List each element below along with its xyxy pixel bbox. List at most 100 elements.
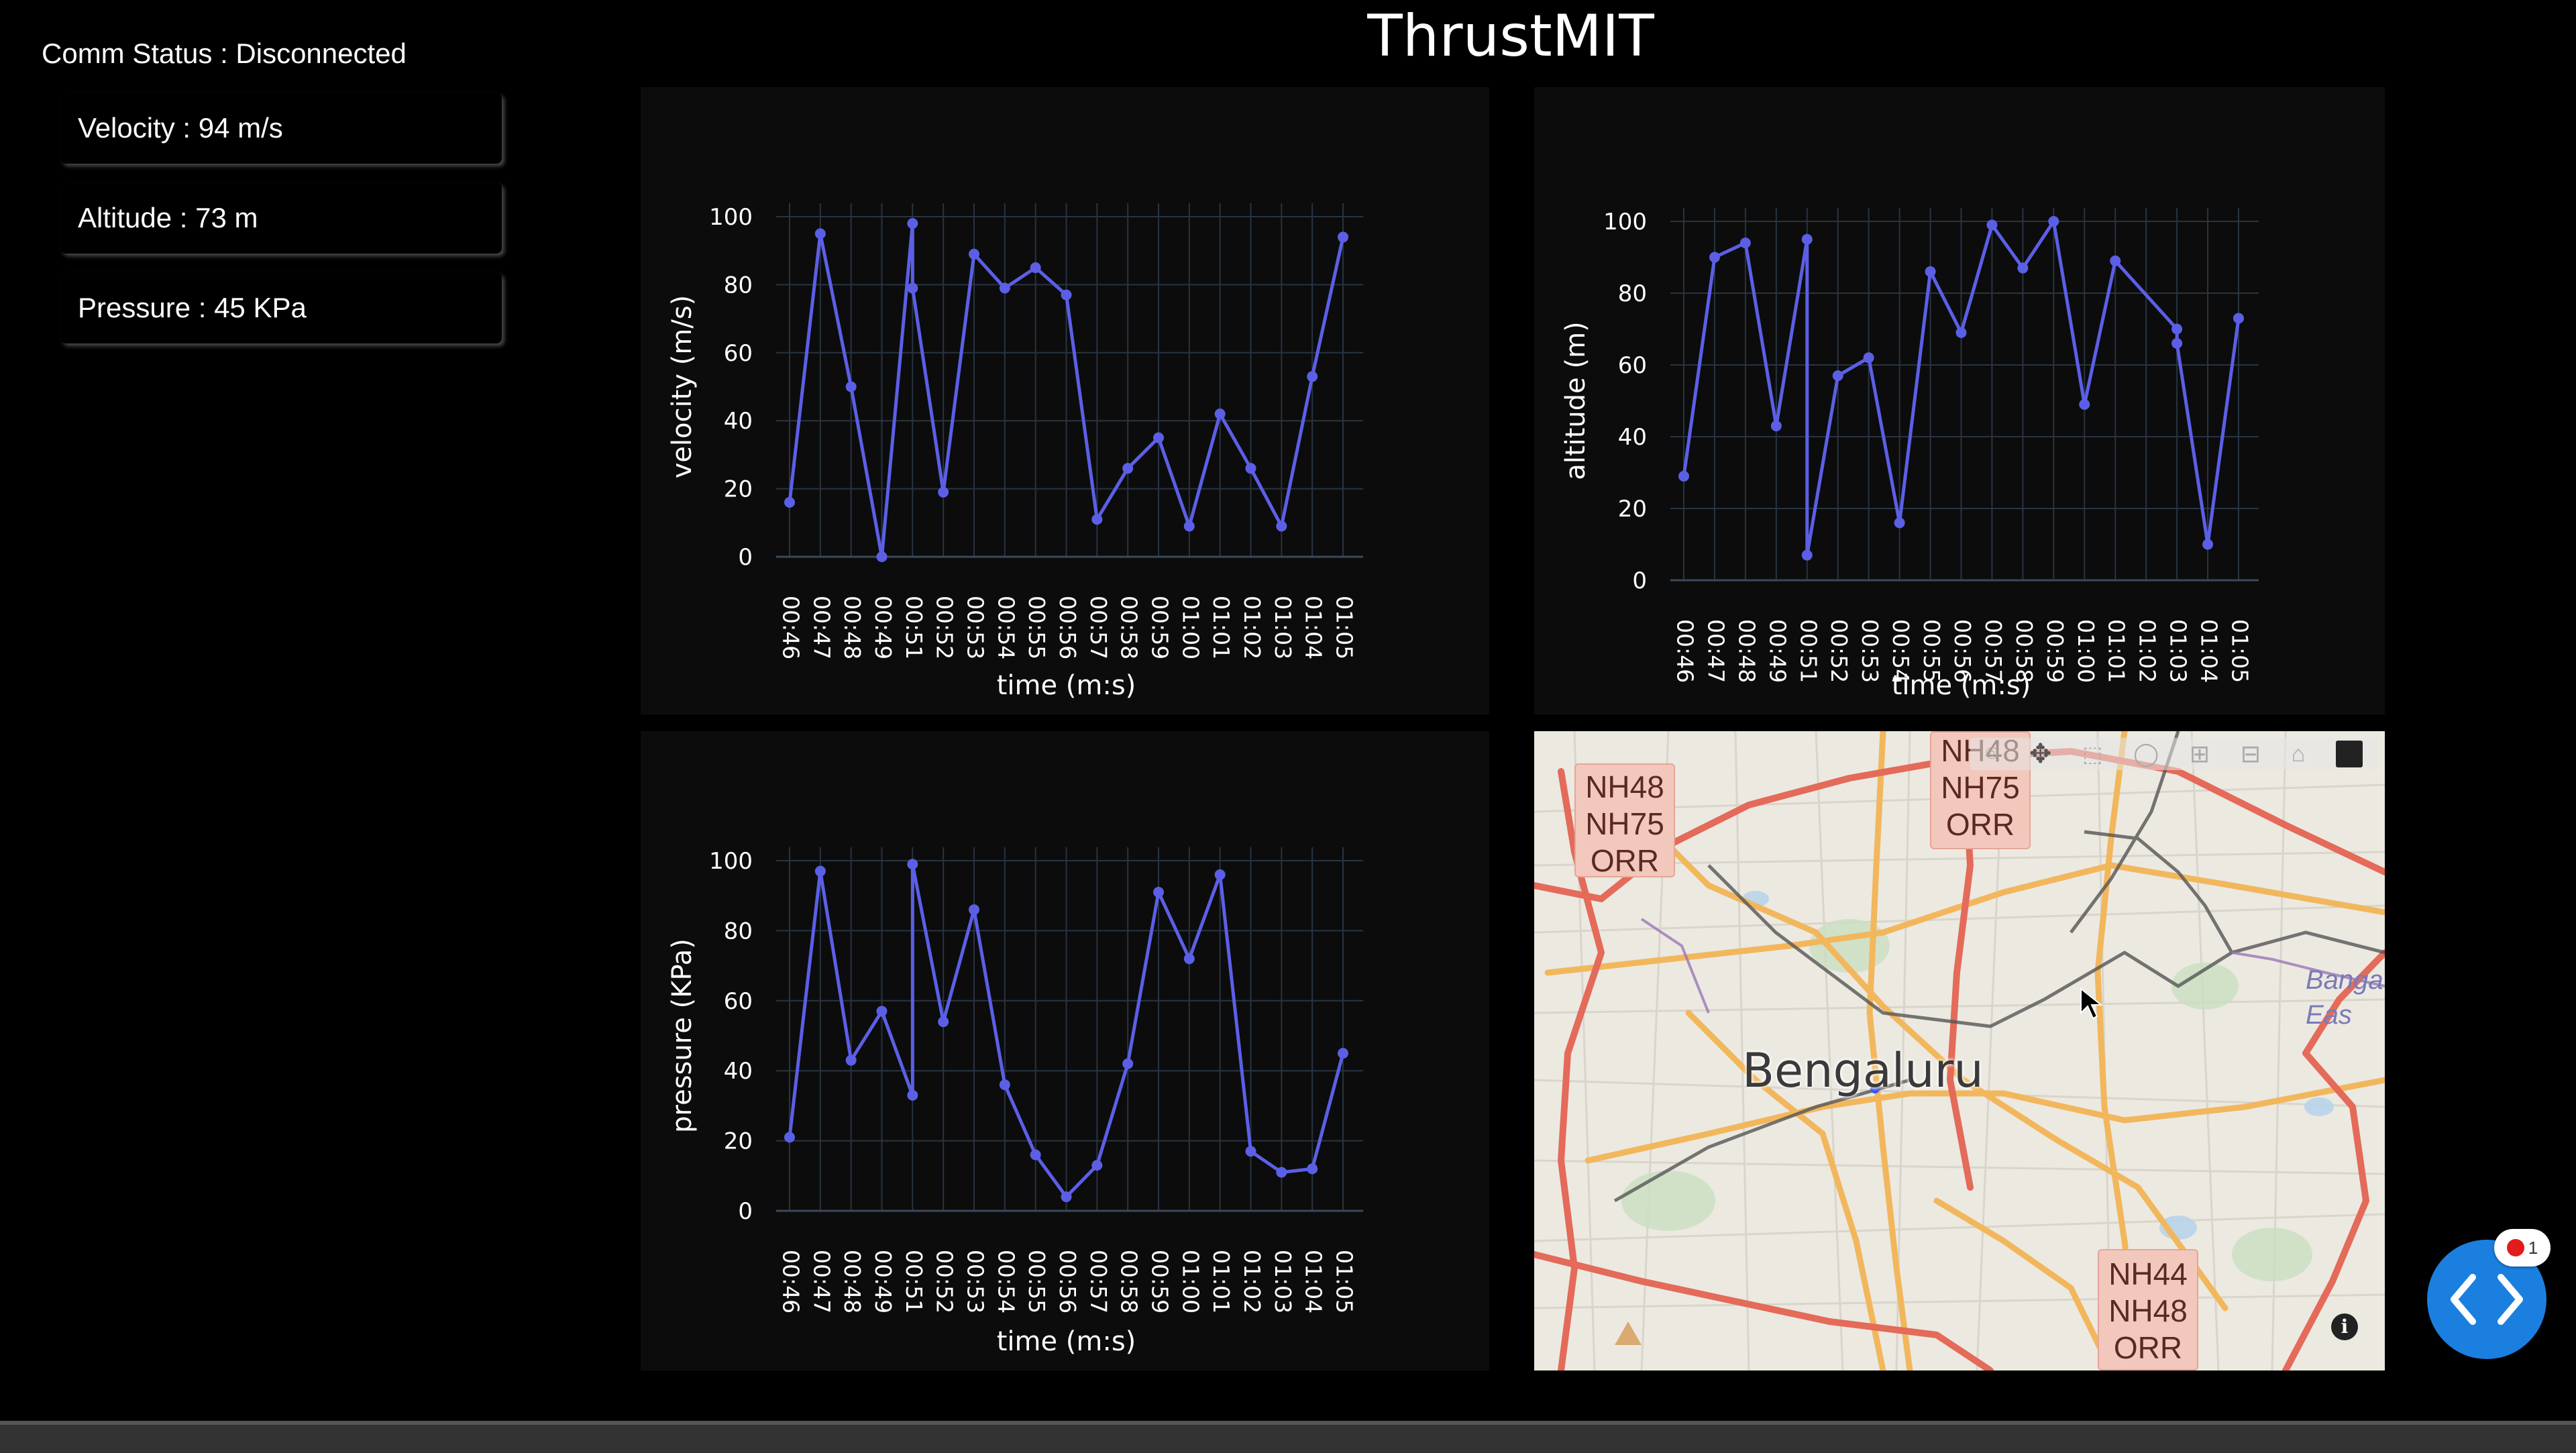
altitude-chart-panel: 0 20 40 60 80 100 00:46 00:47 00:48 00:49 00:51 00:… — [1534, 87, 2385, 714]
box-select-icon[interactable]: ⬚ — [2082, 742, 2103, 766]
y-axis-label: pressure (KPa) — [667, 938, 698, 1133]
data-point — [876, 1006, 888, 1017]
data-point — [814, 865, 826, 877]
y-tick-label: 0 — [738, 544, 753, 571]
x-tick-label: 00:47 — [808, 596, 835, 659]
y-tick-label: 20 — [1618, 496, 1647, 523]
x-tick-label: 00:53 — [963, 596, 989, 659]
y-tick-label: 0 — [738, 1198, 753, 1225]
velocity-chart-panel: 0 20 40 60 80 100 00:46 00:47 00:48 00:49 00:51 00:… — [641, 87, 1489, 714]
data-point — [1245, 463, 1256, 474]
data-point — [2110, 255, 2121, 266]
info-icon[interactable]: i — [2331, 1313, 2358, 1340]
x-tick-label: 00:56 — [1055, 596, 1081, 659]
x-tick-label: 00:57 — [1980, 619, 2006, 683]
x-tick-label: 00:58 — [1116, 596, 1142, 659]
x-tick-label: 00:49 — [870, 596, 896, 659]
y-tick-label: 80 — [724, 272, 753, 299]
x-tick-label: 01:02 — [1239, 1250, 1265, 1313]
data-point — [2079, 398, 2090, 410]
x-tick-label: 01:00 — [1177, 596, 1203, 659]
data-point — [845, 381, 857, 392]
data-point — [1183, 521, 1195, 532]
x-tick-label: 01:05 — [1332, 596, 1358, 659]
map-tiles[interactable] — [1534, 731, 2385, 1370]
series-line — [788, 862, 1345, 1199]
data-point — [1307, 1163, 1318, 1175]
x-tick-label: 01:01 — [1208, 1250, 1234, 1313]
window-scrollbar[interactable] — [0, 1421, 2576, 1453]
x-tick-label: 00:52 — [1826, 619, 1852, 683]
x-tick-label: 00:53 — [963, 1250, 989, 1313]
altitude-card: Altitude : 73 m — [60, 182, 502, 254]
x-tick-label: 00:46 — [1672, 619, 1699, 683]
data-point — [938, 1016, 949, 1028]
x-tick-label: 01:04 — [1301, 1250, 1327, 1313]
x-tick-label: 00:55 — [1919, 619, 1945, 683]
data-point — [1183, 953, 1195, 965]
reset-home-icon[interactable]: ⌂ — [2291, 741, 2306, 767]
data-point — [1276, 521, 1287, 532]
data-point — [784, 496, 795, 508]
data-point — [1214, 409, 1226, 420]
notification-badge: 1 — [2494, 1229, 2551, 1267]
data-point — [876, 551, 888, 562]
data-point — [1030, 1149, 1041, 1161]
x-tick-label: 01:01 — [2104, 619, 2130, 683]
data-point — [2202, 539, 2214, 550]
x-tick-label: 00:49 — [1764, 619, 1790, 683]
pan-icon[interactable]: ✥ — [2029, 739, 2052, 769]
x-tick-label: 00:58 — [1116, 1250, 1142, 1313]
x-tick-label: 01:02 — [1239, 596, 1265, 659]
x-tick-label: 00:55 — [1024, 1250, 1050, 1313]
data-point — [1091, 1160, 1103, 1171]
x-tick-label: 00:54 — [993, 1250, 1019, 1313]
data-point — [1276, 1167, 1287, 1178]
code-toggle-button[interactable]: 1 — [2427, 1229, 2551, 1359]
x-tick-label: 01:02 — [2135, 619, 2161, 683]
y-tick-label: 60 — [1618, 352, 1647, 379]
y-tick-label: 20 — [724, 476, 753, 503]
x-tick-label: 00:54 — [993, 596, 1019, 659]
y-tick-label: 20 — [724, 1128, 753, 1155]
data-point — [2017, 262, 2029, 274]
x-axis-label: time (m:s) — [997, 670, 1136, 701]
mouse-cursor-icon — [2080, 987, 2103, 1020]
data-point — [1091, 514, 1103, 525]
y-tick-label: 100 — [709, 204, 753, 231]
x-tick-label: 00:58 — [2011, 619, 2037, 683]
data-point — [1153, 886, 1164, 898]
y-tick-label: 80 — [1618, 280, 1647, 307]
plotly-logo-icon[interactable] — [2336, 741, 2363, 767]
velocity-card: Velocity : 94 m/s — [60, 93, 502, 164]
x-tick-label: 00:47 — [808, 1250, 835, 1313]
data-point — [1307, 371, 1318, 382]
map-marker — [1615, 1322, 1642, 1345]
data-point — [1030, 262, 1041, 274]
camera-icon[interactable]: ⌾ — [1985, 741, 1999, 765]
zoom-in-icon[interactable]: ⊞ — [2189, 740, 2210, 767]
zoom-out-icon[interactable]: ⊟ — [2240, 740, 2261, 767]
lasso-icon[interactable]: ◯ — [2133, 741, 2159, 767]
data-point — [907, 1089, 918, 1101]
data-point — [1770, 420, 1782, 431]
data-point — [1338, 231, 1348, 243]
data-point — [1061, 1191, 1072, 1203]
map-panel[interactable]: Bengaluru Banga Eas NH48 NH75 ORR NH48 N… — [1534, 731, 2385, 1370]
data-point — [1832, 370, 1843, 382]
data-point — [2233, 313, 2244, 324]
pressure-card: Pressure : 45 KPa — [60, 272, 502, 343]
x-tick-label: 00:52 — [932, 1250, 958, 1313]
data-point — [969, 248, 979, 260]
x-tick-label: 00:56 — [1055, 1250, 1081, 1313]
y-tick-label: 60 — [724, 988, 753, 1015]
x-tick-label: 00:48 — [1733, 619, 1760, 683]
y-tick-label: 100 — [1603, 209, 1647, 235]
data-point — [1122, 1058, 1134, 1069]
x-tick-label: 01:00 — [2073, 619, 2099, 683]
pressure-chart-panel: 0 20 40 60 80 100 00:46 00:47 00:48 00:49 00:51 00:… — [641, 731, 1489, 1370]
x-tick-label: 00:49 — [870, 1250, 896, 1313]
